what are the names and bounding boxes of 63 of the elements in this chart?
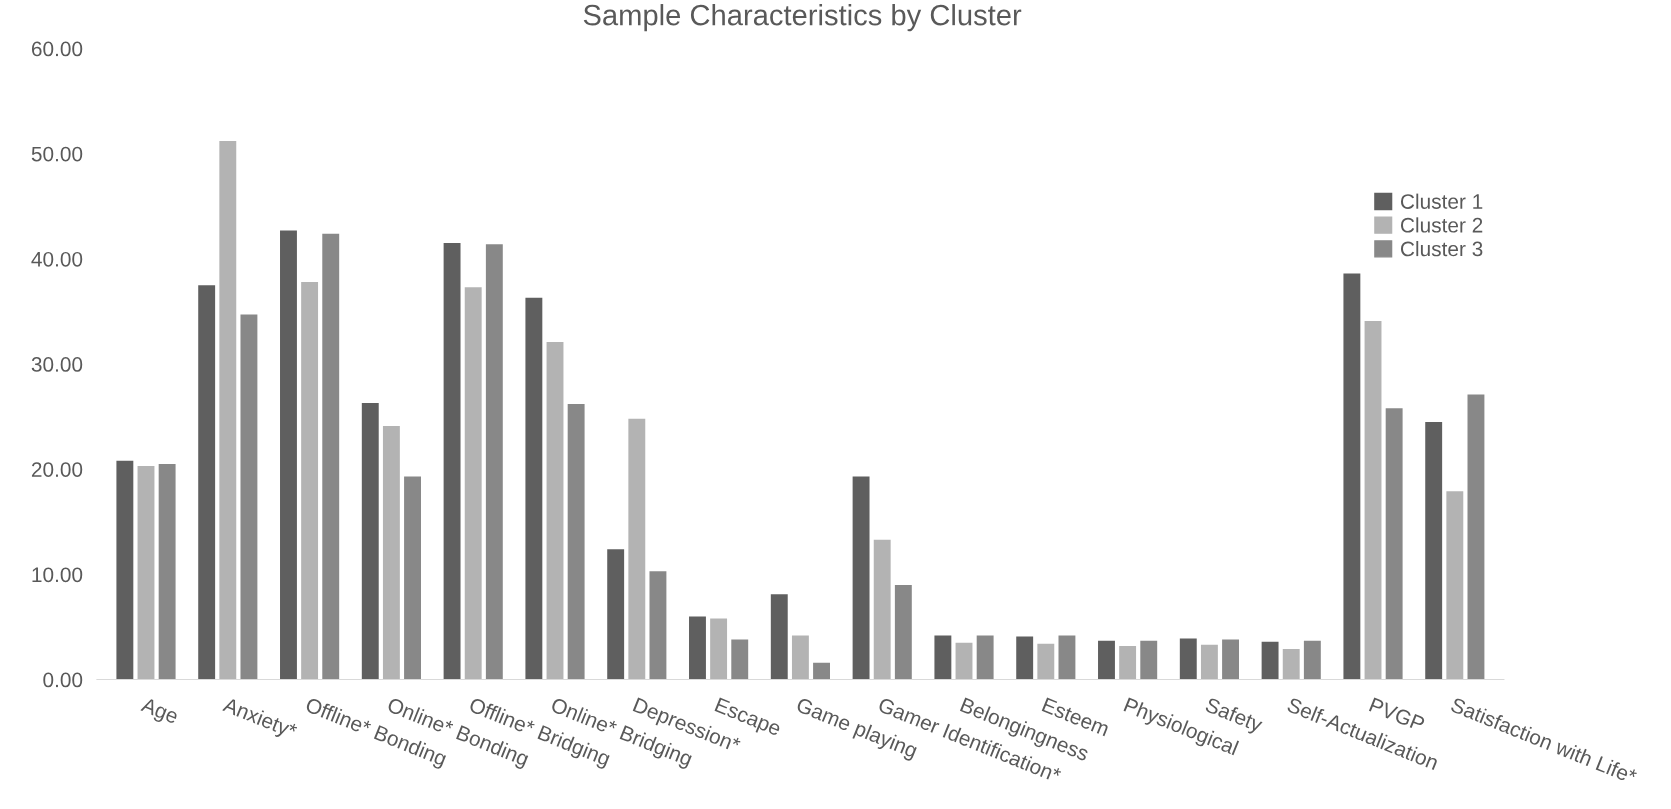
bar xyxy=(955,642,973,680)
bar xyxy=(1037,643,1055,680)
bar xyxy=(1222,639,1239,680)
bar xyxy=(464,287,482,680)
bar xyxy=(894,584,912,680)
bar xyxy=(1119,645,1137,680)
bar xyxy=(1179,638,1197,680)
legend-label: Cluster 1 xyxy=(1400,193,1483,209)
y-tick-label: 20.00 xyxy=(31,462,83,477)
bar xyxy=(649,571,667,680)
bar xyxy=(280,230,297,680)
bar xyxy=(137,466,155,680)
y-tick-label: 10.00 xyxy=(32,567,83,583)
bar xyxy=(689,616,706,680)
bar xyxy=(976,635,994,680)
bar xyxy=(1343,273,1361,680)
y-tick-label: 40.00 xyxy=(31,251,83,267)
bar xyxy=(219,141,237,680)
bar xyxy=(934,635,952,680)
bar xyxy=(607,549,625,680)
bar xyxy=(813,662,830,680)
y-tick-label: 50.00 xyxy=(31,146,83,162)
bar xyxy=(443,243,461,680)
bar xyxy=(873,539,891,680)
bar xyxy=(770,594,788,680)
chart-title: Sample Characteristics by Cluster xyxy=(583,4,1022,32)
bar xyxy=(1446,491,1464,680)
bar xyxy=(1140,640,1158,680)
bar xyxy=(1200,644,1218,680)
bar xyxy=(628,418,646,680)
bar xyxy=(1282,649,1300,680)
bar xyxy=(1058,635,1076,680)
bar xyxy=(1385,408,1403,680)
bar xyxy=(1364,320,1382,680)
bar xyxy=(731,639,749,680)
bar xyxy=(1425,421,1443,680)
bar xyxy=(1016,636,1034,680)
bar xyxy=(852,476,870,680)
bar xyxy=(567,404,585,680)
legend-label: Cluster 2 xyxy=(1400,217,1483,233)
bar xyxy=(485,244,503,680)
bar xyxy=(301,282,319,680)
bar xyxy=(525,297,543,680)
y-tick-label: 60.00 xyxy=(31,41,83,57)
bar xyxy=(1467,394,1485,680)
bar xyxy=(710,618,728,680)
bar xyxy=(1261,641,1279,680)
bar xyxy=(404,476,421,680)
bar xyxy=(322,233,340,680)
x-tick-label: Age xyxy=(138,696,180,728)
y-tick-label: 0.00 xyxy=(43,672,83,688)
bar xyxy=(198,285,216,680)
bar xyxy=(361,402,379,680)
bar xyxy=(382,426,400,680)
bar xyxy=(1303,640,1321,680)
bar xyxy=(546,341,564,680)
y-tick-label: 30.00 xyxy=(31,357,83,372)
bar xyxy=(158,463,176,680)
legend-label: Cluster 3 xyxy=(1400,241,1483,257)
bar xyxy=(1098,640,1115,680)
bar xyxy=(116,460,134,680)
bar xyxy=(791,635,809,680)
bar xyxy=(240,314,258,680)
